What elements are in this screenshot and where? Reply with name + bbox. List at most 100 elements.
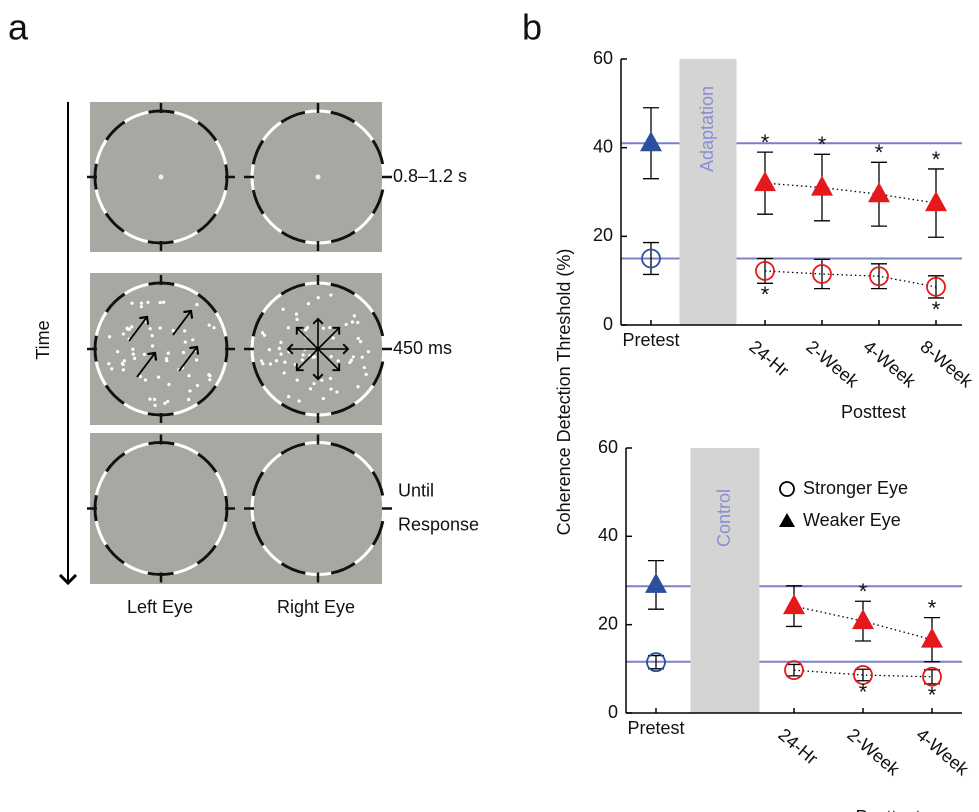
dot: [207, 323, 211, 327]
dot: [335, 390, 339, 394]
dot: [133, 356, 137, 360]
dot: [366, 350, 370, 354]
duration-label: Until: [398, 480, 434, 500]
dot: [329, 354, 333, 359]
dot: [194, 358, 199, 362]
dot: [148, 397, 152, 401]
dot: [300, 358, 304, 362]
dot: [294, 312, 299, 316]
dot: [144, 320, 149, 324]
dot: [153, 403, 157, 408]
dot: [351, 355, 355, 359]
x-tick-label: Pretest: [627, 718, 684, 738]
fusion-ring-dash: [93, 441, 229, 576]
dot: [282, 371, 286, 375]
condition-label: Control: [714, 489, 734, 547]
marker: [869, 266, 889, 287]
dot: [130, 325, 134, 329]
dot: [349, 358, 353, 362]
dot: [259, 359, 264, 363]
legend-marker: [779, 481, 795, 497]
duration-label: 0.8–1.2 s: [393, 166, 467, 186]
y-tick-label: 0: [603, 314, 613, 334]
dot: [107, 362, 111, 366]
dot: [146, 300, 150, 304]
x-tick-label: 24-Hr: [745, 336, 792, 380]
marker: [812, 264, 832, 284]
dot: [156, 375, 161, 379]
fusion-ring-dash: [93, 281, 229, 417]
legend-marker: [779, 513, 795, 527]
marker: [641, 248, 661, 269]
significance: *: [875, 140, 884, 165]
marker: [921, 627, 943, 648]
y-tick-label: 40: [598, 525, 618, 545]
marker: [783, 594, 805, 615]
column-label: Left Eye: [127, 597, 193, 617]
dot: [356, 320, 360, 325]
dot: [164, 357, 169, 361]
error-bar: [643, 241, 659, 276]
dot: [188, 389, 192, 393]
dot: [358, 340, 363, 344]
dot: [279, 352, 283, 356]
legend-label: Stronger Eye: [803, 478, 908, 498]
panel-label: a: [8, 7, 29, 48]
dot: [344, 322, 348, 327]
marker: [646, 652, 666, 673]
dot: [328, 376, 333, 381]
dot: [121, 332, 125, 336]
dot: [295, 378, 299, 382]
dot: [122, 359, 126, 363]
marker: [755, 261, 775, 281]
condition-band: [690, 448, 760, 713]
dot: [167, 382, 171, 387]
column-label: Right Eye: [277, 597, 355, 617]
dot: [139, 301, 144, 305]
dot: [277, 346, 281, 351]
significance: *: [928, 595, 937, 620]
dot: [356, 385, 360, 389]
y-tick-label: 20: [593, 225, 613, 245]
marker: [811, 175, 833, 196]
error-bar: [928, 275, 944, 299]
x-tick-label: 24-Hr: [774, 724, 821, 768]
dot: [329, 387, 333, 391]
significance: *: [932, 297, 941, 322]
dot: [107, 335, 112, 339]
marker: [868, 182, 890, 203]
dot: [306, 302, 311, 306]
dot: [356, 336, 360, 341]
dot: [331, 336, 335, 340]
dot: [166, 399, 170, 404]
dot: [158, 300, 162, 305]
dot: [329, 293, 333, 297]
legend-label: Weaker Eye: [803, 510, 901, 530]
fusion-ring-dash: [93, 109, 229, 245]
fixation: [158, 174, 164, 180]
marker: [645, 572, 667, 593]
dot: [261, 362, 265, 366]
dot: [293, 362, 297, 367]
dot: [274, 359, 279, 363]
marker: [925, 191, 947, 212]
dot: [287, 350, 291, 354]
dot: [362, 365, 366, 370]
dot: [328, 325, 332, 330]
y-tick-label: 60: [593, 48, 613, 68]
dot: [321, 326, 326, 330]
trend-line: [793, 669, 933, 678]
dot: [125, 326, 129, 330]
significance: *: [928, 683, 937, 708]
dot: [321, 397, 325, 401]
marker: [853, 665, 873, 685]
trend-line: [764, 182, 937, 204]
motion-arrow: [317, 348, 341, 372]
dot: [279, 340, 283, 344]
dot: [308, 387, 313, 391]
dot: [287, 395, 291, 399]
dot: [336, 359, 340, 363]
motion-arrow: [128, 315, 150, 342]
dot: [267, 348, 271, 352]
